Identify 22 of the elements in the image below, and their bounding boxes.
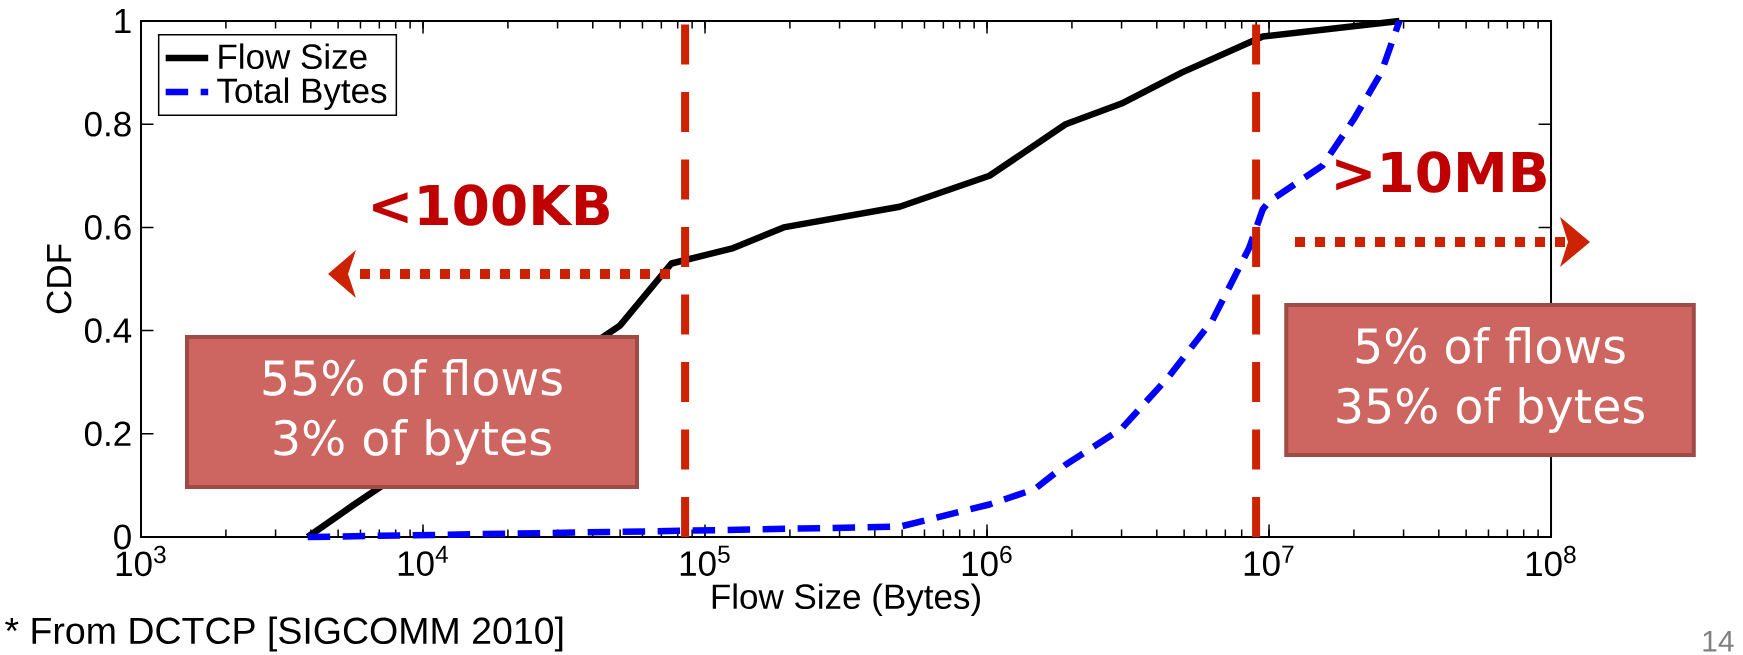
y-tick-label: 0.6 (84, 214, 131, 240)
x-tick-label: 10$^{4}$ (398, 545, 448, 577)
y-tick-label: 1 (115, 8, 131, 34)
y-tick-label: 0.4 (84, 318, 132, 343)
y-axis-title: CDF (46, 244, 72, 314)
x-tick-label: 10$^{8}$ (1526, 545, 1576, 577)
x-tick-label: 10$^{5}$ (680, 545, 730, 577)
annotation: 35% of bytes (1337, 387, 1644, 433)
annotation: 55% of flows (263, 359, 562, 396)
x-tick-label: 10$^{7}$ (1244, 545, 1294, 577)
text: * From DCTCP [SIGCOMM 2010] (5, 616, 563, 652)
legend-label: Flow Size (219, 43, 367, 70)
annotation: 3% of bytes (274, 419, 551, 465)
annotation: <100KB (373, 184, 609, 226)
annotation: >10MB (1336, 151, 1546, 193)
x-axis-title: Flow Size (Bytes) (712, 583, 980, 616)
y-tick-label: 0.8 (84, 111, 131, 137)
x-tick-label: 10$^{6}$ (962, 545, 1012, 577)
text: 14 (1703, 630, 1734, 652)
annotation: 5% of flows (1356, 327, 1625, 364)
y-tick-label: 0.2 (84, 421, 131, 447)
legend-label: Total Bytes (217, 77, 387, 111)
